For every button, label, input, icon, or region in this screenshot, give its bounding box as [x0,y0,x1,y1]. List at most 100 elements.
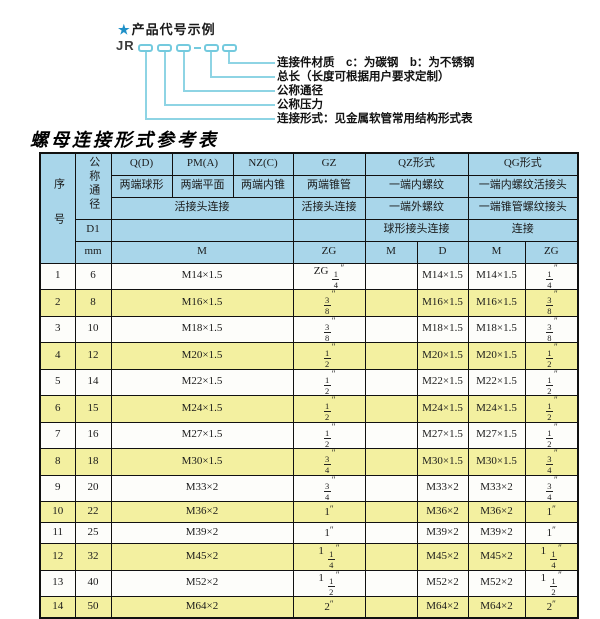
cell-seq: 13 [39,569,76,597]
header-col-nz: NZ(C) [232,152,294,176]
header-mm: mm [74,240,112,264]
star-icon: ★ [118,22,131,37]
cell-gz-zg: 1 2 ″ [292,368,366,396]
header-blank-gz [292,218,366,242]
cell-gz-zg: 1 2 ″ [292,421,366,449]
cell-qg-m: M14×1.5 [467,262,526,290]
header-qz-m: M [364,240,418,264]
cell-qz-m [364,543,418,571]
table-row: 14 50 M64×2 2″ M64×2 M64×2 2″ [39,596,579,618]
header-nz-desc: 两端内锥 [232,174,294,198]
cell-qz-m [364,522,418,544]
cell-qz-m [364,289,418,317]
header-col-pm: PM(A) [171,152,234,176]
cell-qg-zg: 1 2 ″ [524,342,579,370]
cell-dn: 14 [74,368,112,396]
cell-gz-zg: 1 2 ″ [292,342,366,370]
cell-gz-zg: 1 2 ″ [292,395,366,423]
cell-qg-m: M24×1.5 [467,395,526,423]
table-row: 13 40 M52×2 1 1 2 ″ M52×2 M52×2 1 1 2 ″ [39,569,579,597]
connector-line [183,52,185,91]
cell-m: M20×1.5 [110,342,294,370]
cell-qz-d: M22×1.5 [416,368,469,396]
cell-m: M16×1.5 [110,289,294,317]
header-col-gz: GZ [292,152,366,176]
cell-qz-d: M52×2 [416,569,469,597]
cell-m: M33×2 [110,474,294,502]
cell-dn: 18 [74,448,112,476]
header-gz-connection: 活接头连接 [292,196,366,220]
cell-dn: 50 [74,596,112,618]
document-page: { "diagram": { "star": "★", "title": "产品… [30,22,580,619]
cell-qz-d: M45×2 [416,543,469,571]
cell-seq: 7 [39,421,76,449]
cell-dn: 15 [74,395,112,423]
cell-qg-m: M64×2 [467,596,526,618]
cell-dn: 40 [74,569,112,597]
header-qz-d: D [416,240,469,264]
cell-qz-d: M16×1.5 [416,289,469,317]
cell-qg-m: M22×1.5 [467,368,526,396]
label-connector-material: 连接件材质 c：为碳钢 b：为不锈钢 [277,57,475,69]
table-row: 1 6 M14×1.5 ZG 1 4 ″ M14×1.5 M14×1.5 1 4 ″ [39,262,579,290]
cell-qz-d: M39×2 [416,522,469,544]
table-row: 8 18 M30×1.5 3 4 ″ M30×1.5 M30×1.5 3 4 ″ [39,448,579,476]
header-col-q: Q(D) [110,152,173,176]
cell-qg-m: M33×2 [467,474,526,502]
cell-qg-zg: 1″ [524,501,579,523]
header-m: M [110,240,294,264]
cell-qz-m [364,448,418,476]
cell-qz-m [364,569,418,597]
table-row: 3 10 M18×1.5 3 8 ″ M18×1.5 M18×1.5 3 8 ″ [39,315,579,343]
cell-qg-zg: 1 1 4 ″ [524,543,579,571]
table-row: 12 32 M45×2 1 1 4 ″ M45×2 M45×2 1 1 4 ″ [39,543,579,571]
product-code-prefix: JR [116,38,135,53]
header-qz-desc1: 一端内螺纹 [364,174,469,198]
cell-dn: 10 [74,315,112,343]
cell-gz-zg: 3 8 ″ [292,289,366,317]
product-code-example-text: 产品代号示例 [131,22,216,37]
cell-qg-m: M18×1.5 [467,315,526,343]
cell-qz-d: M24×1.5 [416,395,469,423]
table-row: 7 16 M27×1.5 1 2 ″ M27×1.5 M27×1.5 1 2 ″ [39,421,579,449]
cell-qg-zg: 1″ [524,522,579,544]
cell-qz-d: M14×1.5 [416,262,469,290]
cell-qg-zg: 1 1 2 ″ [524,569,579,597]
label-total-length: 总长（长度可根据用户要求定制） [277,71,450,83]
cell-gz-zg: 3 4 ″ [292,448,366,476]
cell-seq: 2 [39,289,76,317]
cell-qz-m [364,501,418,523]
code-box-5 [222,44,237,52]
cell-seq: 6 [39,395,76,423]
table-row: 6 15 M24×1.5 1 2 ″ M24×1.5 M24×1.5 1 2 ″ [39,395,579,423]
cell-seq: 11 [39,522,76,544]
header-gz-desc: 两端锥管 [292,174,366,198]
cell-qg-m: M45×2 [467,543,526,571]
cell-dn: 20 [74,474,112,502]
connector-line [145,52,147,119]
cell-qg-m: M27×1.5 [467,421,526,449]
connector-line [210,52,212,77]
header-d1: D1 [74,218,112,242]
table-row: 5 14 M22×1.5 1 2 ″ M22×1.5 M22×1.5 1 2 ″ [39,368,579,396]
cell-dn: 6 [74,262,112,290]
cell-dn: 12 [74,342,112,370]
code-box-1 [138,44,153,52]
header-qg-connection: 连接 [467,218,579,242]
cell-qz-d: M64×2 [416,596,469,618]
connector-line [210,76,275,78]
cell-gz-zg: 2″ [292,596,366,618]
cell-qz-m [364,474,418,502]
cell-qg-zg: 1 2 ″ [524,395,579,423]
cell-qz-d: M18×1.5 [416,315,469,343]
label-connection-form: 连接形式：见金属软管常用结构形式表 [277,113,473,125]
cell-qz-d: M20×1.5 [416,342,469,370]
code-box-3 [176,44,191,52]
cell-gz-zg: 1″ [292,522,366,544]
connector-line [164,104,275,106]
connector-line [164,52,166,105]
cell-m: M52×2 [110,569,294,597]
table-row: 4 12 M20×1.5 1 2 ″ M20×1.5 M20×1.5 1 2 ″ [39,342,579,370]
cell-dn: 32 [74,543,112,571]
cell-qz-m [364,395,418,423]
